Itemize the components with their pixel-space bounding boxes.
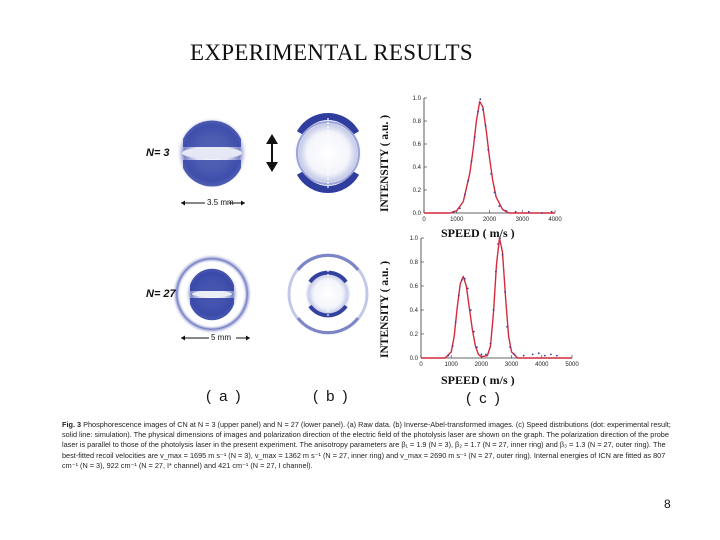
experiment-point [460,279,463,281]
experiment-point [479,98,482,101]
experiment-point [473,136,476,139]
raw-image-n3 [176,117,248,189]
experiment-point [492,309,495,311]
experiment-point [470,160,473,163]
y-tick-label: 0.8 [413,119,422,125]
experiment-point [467,179,470,182]
experiment-point [454,321,457,323]
experiment-point [463,277,466,280]
experiment-point [487,148,490,151]
y-tick-label: 0.8 [410,260,419,266]
scale-label-row1: 3.5 mm [207,198,234,207]
y-tick-label: 0.0 [410,356,419,362]
experiment-point [501,253,504,256]
simulation-line [421,237,572,359]
speed-chart-n3: 0.0 0.2 0.4 0.6 0.8 1.0 0 1000 2000 3000 4000 [413,96,563,223]
experiment-point [484,124,487,127]
y-tick-label: 0.6 [413,142,422,148]
panel-label-a: ( a ) [206,388,243,405]
scale-bar-n3 [181,200,245,206]
experiment-point [485,353,487,356]
x-tick-label: 4000 [548,217,562,223]
experiment-point [480,353,483,356]
experiment-point [466,287,469,290]
experiment-point [477,110,479,113]
y-tick-label: 0.0 [413,211,422,217]
x-tick-label: 1000 [445,362,459,368]
y-tick-label: 0.2 [413,188,422,194]
ylabel-chart1: INTENSITY ( a.u. ) [379,115,391,212]
experiment-point [506,325,508,328]
page-number: 8 [664,497,671,511]
experiment-point [499,237,501,239]
x-tick-label: 1000 [450,217,464,223]
n-label-row1: N= 3 [146,147,170,159]
y-tick-label: 0.6 [410,284,419,290]
slide-title: EXPERIMENTAL RESULTS [190,40,473,65]
speed-chart-n27: 0.0 0.2 0.4 0.6 0.8 1.0 0 1000 2000 3000 4000 5000 [410,236,580,368]
raw-image-n27 [172,254,252,334]
xlabel-chart2: SPEED ( m/s ) [441,373,515,387]
x-tick-label: 2000 [483,217,497,223]
experiment-point [537,352,540,355]
y-tick-label: 0.4 [410,308,419,314]
experiment-point [447,354,450,357]
experiment-point [490,173,492,175]
xlabel-chart1: SPEED ( m/s ) [441,226,515,240]
experiment-point [451,345,454,347]
experiment-point [514,210,517,213]
experiment-point [498,205,501,208]
x-tick-label: 0 [419,362,423,368]
experiment-point [504,291,506,293]
experiment-point [505,209,507,212]
experiment-point [495,270,497,273]
experiment-point [509,346,511,349]
y-tick-label: 0.2 [410,332,419,338]
y-tick-label: 1.0 [413,96,422,102]
figure-caption: Fig. 3 Phosphorescence images of CN at N… [62,420,674,471]
experiment-point [459,207,461,210]
experiment-point [473,330,475,333]
experiment-point [464,193,466,196]
experiment-point [543,354,546,357]
x-tick-label: 3000 [505,362,519,368]
n-label-row2: N= 27 [146,288,176,300]
experiment-point [476,346,478,349]
simulation-line [424,100,555,214]
y-tick-label: 1.0 [410,236,419,242]
scale-label-row2: 5 mm [211,333,231,342]
panel-label-c: ( c ) [466,390,502,407]
experiment-point [452,210,455,213]
experiment-point [497,243,499,245]
caption-label: Fig. 3 [62,420,82,429]
x-tick-label: 0 [422,217,426,223]
abel-image-n27 [287,253,369,335]
figure-images: 0.00.20.40.60.81.00 1000 2000 3000 4000 0.00… [172,96,580,387]
x-tick-label: 4000 [535,362,549,368]
x-tick-label: 2000 [475,362,489,368]
scale-bar-n27 [181,335,250,341]
experiment-point [482,108,484,111]
polarization-arrow [266,134,278,172]
abel-image-n3 [293,113,363,193]
x-tick-label: 3000 [516,217,530,223]
caption-text: Phosphorescence images of CN at N = 3 (u… [62,420,671,470]
experiment-point [556,354,558,357]
ylabel-chart2: INTENSITY ( a.u. ) [379,261,391,358]
experiment-point [489,342,492,345]
experiment-point [522,354,525,357]
experiment-point [527,210,530,213]
experiment-point [457,294,460,297]
experiment-point [541,212,543,214]
panel-label-b: ( b ) [313,388,350,405]
experiment-point [550,210,553,213]
y-tick-label: 0.4 [413,165,422,171]
experiment-point [550,353,552,356]
experiment-point [493,191,496,194]
experiment-point [531,353,534,356]
x-tick-label: 5000 [565,362,579,368]
experiment-point [513,353,516,356]
experiment-point [469,309,472,311]
